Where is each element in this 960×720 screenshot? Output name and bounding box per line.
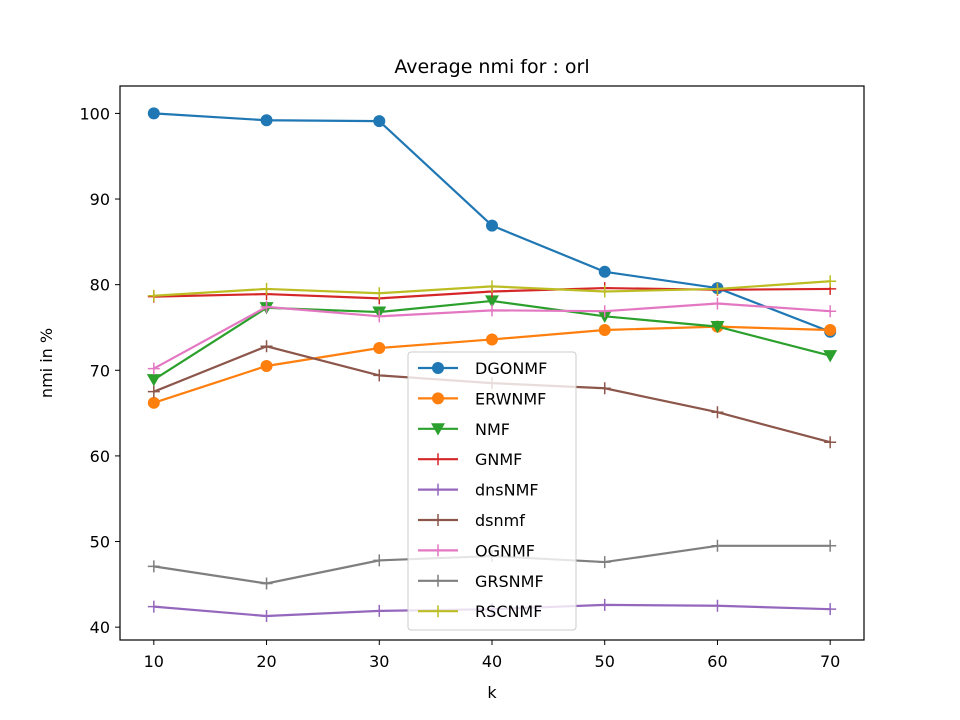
data-point-ognmf	[486, 304, 498, 317]
legend-marker	[432, 392, 444, 405]
y-tick-label: 50	[90, 533, 110, 552]
series-ognmf	[147, 297, 837, 375]
legend-marker	[432, 574, 444, 587]
data-point-erwnmf	[824, 324, 837, 337]
legend-item-ognmf: OGNMF	[418, 541, 535, 560]
y-tick-label: 60	[90, 447, 110, 466]
data-point-nmf	[146, 374, 161, 387]
legend-label: DGONMF	[475, 359, 547, 378]
data-point-dsnmf	[373, 369, 386, 382]
data-point-rscnmf	[486, 280, 498, 293]
y-tick-label: 70	[90, 361, 110, 380]
x-axis-title: k	[487, 683, 497, 702]
data-point-dsnmf	[598, 382, 611, 395]
data-point-dgonmf	[260, 114, 273, 127]
legend-label: RSCNMF	[475, 602, 542, 621]
legend-marker	[431, 423, 445, 436]
legend-item-gnmf: GNMF	[418, 450, 522, 469]
x-tick-label: 20	[256, 652, 276, 671]
legend-label: dnsNMF	[475, 481, 539, 500]
data-point-ognmf	[711, 297, 724, 310]
data-point-dnsnmf	[598, 598, 611, 611]
legend-marker	[432, 514, 444, 526]
legend-label: dsnmf	[475, 511, 525, 530]
legend-item-dsnmf: dsnmf	[418, 511, 525, 530]
data-point-rscnmf	[260, 282, 273, 295]
data-point-dnsnmf	[373, 604, 386, 617]
legend-label: GRSNMF	[475, 572, 544, 591]
x-tick-label: 70	[820, 652, 840, 671]
data-point-ognmf	[147, 362, 160, 375]
data-point-nmf	[485, 295, 499, 308]
data-point-grsnmf	[598, 556, 611, 569]
legend-marker	[432, 483, 444, 496]
y-tick-label: 40	[90, 618, 110, 637]
data-point-nmf	[823, 350, 838, 363]
legend-marker	[432, 544, 444, 557]
data-point-dnsnmf	[147, 600, 160, 613]
data-point-dnsnmf	[824, 603, 837, 616]
series-rscnmf	[147, 275, 837, 302]
data-point-grsnmf	[824, 539, 837, 552]
x-tick-label: 50	[595, 652, 615, 671]
legend-label: OGNMF	[475, 541, 535, 560]
data-point-rscnmf	[711, 282, 724, 295]
legend-marker	[432, 453, 444, 466]
data-point-erwnmf	[147, 396, 160, 409]
data-point-rscnmf	[824, 275, 837, 288]
data-point-dsnmf	[824, 436, 837, 449]
data-point-rscnmf	[147, 289, 160, 302]
y-tick-label: 80	[90, 276, 110, 295]
legend-marker	[432, 605, 444, 618]
legend-label: GNMF	[475, 450, 522, 469]
legend-box	[407, 351, 577, 631]
data-point-rscnmf	[373, 287, 386, 300]
legend-item-dgonmf: DGONMF	[418, 359, 547, 378]
legend-label: ERWNMF	[475, 389, 546, 408]
data-point-grsnmf	[147, 560, 160, 573]
data-point-erwnmf	[373, 342, 386, 355]
data-point-ognmf	[598, 305, 611, 318]
data-point-dgonmf	[147, 107, 160, 120]
data-point-erwnmf	[486, 333, 498, 346]
x-axis: 10 20 30 40 50 60 70	[144, 640, 840, 671]
y-axis-title: nmi in %	[37, 328, 56, 398]
data-point-dgonmf	[373, 115, 386, 128]
chart-title: Average nmi for : orl	[394, 56, 589, 78]
x-tick-label: 40	[482, 652, 502, 671]
legend-item-dnsnmf: dnsNMF	[418, 481, 539, 500]
data-point-grsnmf	[373, 554, 386, 567]
y-tick-label: 90	[90, 190, 110, 209]
legend-marker	[432, 362, 444, 374]
x-tick-label: 10	[144, 652, 164, 671]
data-point-erwnmf	[598, 324, 611, 337]
data-point-rscnmf	[598, 285, 611, 298]
data-point-nmf	[710, 321, 725, 334]
legend: DGONMF ERWNMF NMF GNMF dnsNMF dsnmf OGNMF GRSNM…	[407, 351, 577, 631]
data-point-grsnmf	[711, 539, 724, 552]
legend-item-nmf: NMF	[418, 420, 510, 439]
legend-item-grsnmf: GRSNMF	[418, 572, 544, 591]
y-axis: 40 50 60 70 80 90 100	[79, 104, 120, 637]
data-point-dnsnmf	[260, 610, 273, 623]
data-point-dnsnmf	[711, 599, 724, 612]
y-tick-label: 100	[79, 104, 110, 123]
data-point-dsnmf	[711, 406, 724, 419]
x-tick-label: 60	[707, 652, 727, 671]
data-point-ognmf	[260, 300, 273, 313]
plot-area	[146, 107, 838, 623]
x-tick-label: 30	[369, 652, 389, 671]
legend-item-erwnmf: ERWNMF	[418, 389, 546, 408]
data-point-grsnmf	[260, 577, 273, 590]
data-point-dsnmf	[260, 340, 273, 353]
data-point-dsnmf	[147, 385, 160, 398]
legend-item-rscnmf: RSCNMF	[418, 602, 542, 621]
data-point-erwnmf	[260, 359, 273, 372]
data-point-dgonmf	[598, 265, 611, 278]
data-point-ognmf	[824, 305, 837, 318]
data-point-dgonmf	[486, 219, 498, 232]
data-point-ognmf	[373, 310, 386, 323]
legend-label: NMF	[475, 420, 510, 439]
